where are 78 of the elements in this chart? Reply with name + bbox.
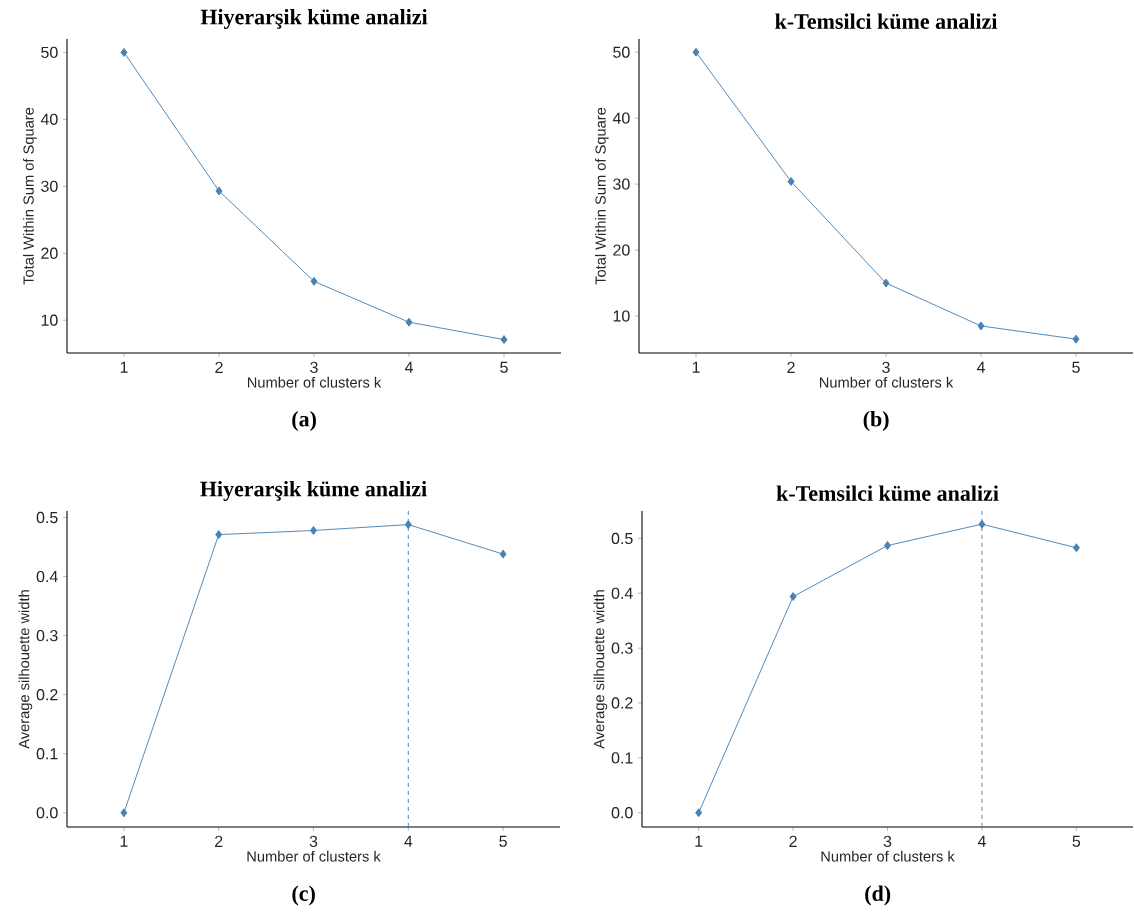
x-tick-label: 2 [215,361,223,373]
y-tick-label: 0.0 [611,807,633,819]
point [215,186,223,196]
chart-title: Hiyerarşik küme analizi [200,8,428,29]
y-tick-label: 0.2 [36,689,58,701]
y-axis-title: Average silhouette width [593,590,608,749]
x-axis-title: Number of clusters k [247,850,381,862]
y-tick-label: 0.3 [36,629,58,642]
y-tick-label: 0.1 [611,752,633,764]
x-tick-label: 5 [1072,361,1080,373]
x-tick-label: 3 [882,361,890,374]
text: (d) [865,885,891,906]
text: (c) [292,885,315,906]
x-tick-label: 3 [883,835,892,848]
x-tick-label: 2 [789,835,797,847]
x-tick-label: 3 [309,835,318,848]
y-tick-label: 30 [613,178,630,190]
point [977,321,985,331]
point [787,177,795,186]
y-tick-label: 0.5 [36,511,58,524]
point [215,530,223,540]
point [695,808,703,818]
text: (b) [863,411,889,432]
x-tick-label: 4 [977,835,986,847]
x-tick-label: 2 [215,835,223,847]
point [404,520,412,530]
x-tick-label: 1 [695,835,703,847]
y-tick-label: 0.4 [611,587,633,599]
x-axis-title: Number of clusters k [247,376,382,388]
point [405,317,413,327]
point [120,47,128,57]
point [1072,334,1080,344]
y-tick-label: 0.4 [36,570,58,583]
y-tick-label: 0.0 [36,807,58,819]
x-tick-label: 1 [692,361,700,373]
y-tick-label: 30 [41,180,58,192]
y-tick-label: 10 [41,314,58,326]
y-tick-label: 20 [613,244,630,256]
point [882,278,890,288]
point [310,276,318,286]
x-tick-label: 2 [787,361,795,373]
x-tick-label: 3 [310,361,318,374]
y-tick-label: 0.3 [611,642,633,654]
point [500,335,508,345]
x-tick-label: 5 [499,835,507,847]
x-tick-label: 5 [500,361,508,373]
x-tick-label: 1 [120,835,128,847]
point [978,519,986,529]
y-tick-label: 10 [613,310,630,322]
y-tick-label: 40 [40,113,58,125]
point [120,808,128,818]
x-tick-label: 4 [404,361,413,373]
x-axis-title: Number of clusters k [819,376,954,388]
x-tick-label: 4 [404,835,413,847]
y-tick-label: 0.1 [36,748,58,760]
point [499,549,507,559]
point [884,541,891,551]
point [789,592,797,602]
y-axis-title: Total Within Sum of Square [595,107,609,285]
y-tick-label: 50 [613,46,630,58]
point [310,526,317,535]
text: (a) [292,411,316,432]
chart-title: Hiyerarşik küme analizi [200,480,427,501]
y-tick-label: 50 [41,46,58,59]
y-axis-title: Average silhouette width [18,590,33,749]
y-axis-title: Total Within Sum of Square [23,107,37,285]
y-tick-label: 0.5 [611,532,633,545]
x-tick-label: 1 [120,361,128,373]
chart-title: k-Temsilci küme analizi [775,13,998,29]
x-tick-label: 5 [1072,835,1081,847]
y-tick-label: 40 [612,112,630,124]
x-axis-title: Number of clusters k [821,850,955,862]
y-tick-label: 0.2 [611,697,633,709]
chart-title: k-Temsilci küme analizi [776,485,999,501]
point [692,47,700,57]
y-tick-label: 20 [41,247,58,259]
point [1072,543,1080,553]
x-tick-label: 4 [976,361,985,373]
